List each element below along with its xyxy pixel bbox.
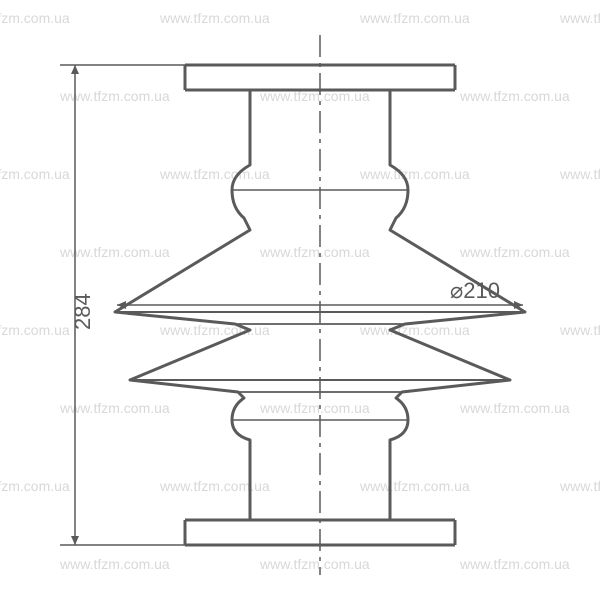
diameter-dimension-label: ⌀210 [450, 278, 500, 304]
height-dimension-label: 284 [70, 293, 96, 330]
